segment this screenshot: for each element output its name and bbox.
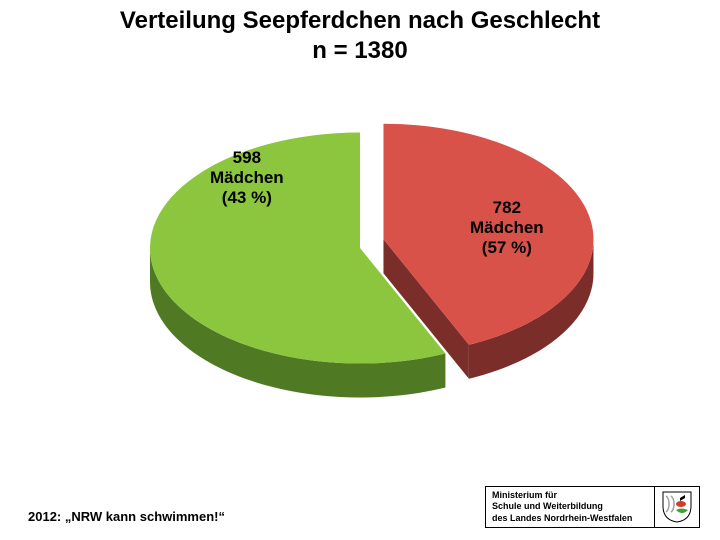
slice-label-left: 598 Mädchen (43 %) xyxy=(210,148,284,208)
pie-svg xyxy=(60,78,660,458)
chart-title: Verteilung Seepferdchen nach Geschlecht … xyxy=(0,6,720,66)
ministry-logo: Ministerium für Schule und Weiterbildung… xyxy=(485,486,700,528)
slice-label-right: 782 Mädchen (57 %) xyxy=(470,198,544,258)
pie-chart: 598 Mädchen (43 %) 782 Mädchen (57 %) xyxy=(60,78,660,458)
footer-caption: 2012: „NRW kann schwimmen!“ xyxy=(28,509,225,524)
slide: Verteilung Seepferdchen nach Geschlecht … xyxy=(0,0,720,540)
nrw-emblem-icon xyxy=(655,487,699,527)
title-line2: n = 1380 xyxy=(312,37,407,64)
logo-line1: Ministerium für xyxy=(492,490,648,501)
logo-line3: des Landes Nordrhein-Westfalen xyxy=(492,513,648,524)
ministry-logo-text: Ministerium für Schule und Weiterbildung… xyxy=(486,487,655,527)
title-line1: Verteilung Seepferdchen nach Geschlecht xyxy=(120,7,600,34)
logo-line2: Schule und Weiterbildung xyxy=(492,501,648,512)
